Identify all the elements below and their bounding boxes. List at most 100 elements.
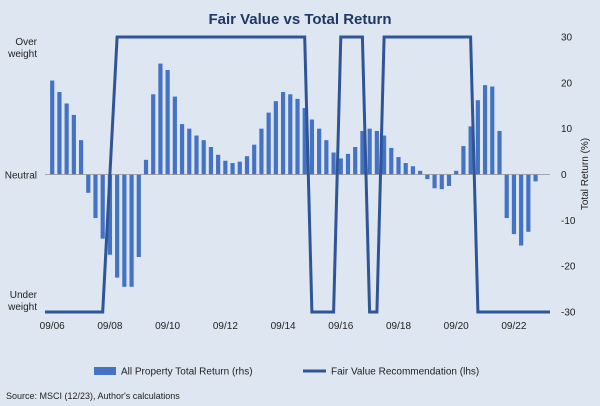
bar xyxy=(266,112,271,175)
right-tick-label: 10 xyxy=(561,124,573,135)
bar xyxy=(504,174,509,219)
bar xyxy=(172,96,177,175)
bar xyxy=(230,163,235,175)
bars-layer xyxy=(50,63,538,287)
bar xyxy=(432,174,437,189)
bar xyxy=(418,170,423,175)
left-axis-label: Neutral xyxy=(5,171,37,182)
bar xyxy=(71,114,76,175)
left-axis-label: Under weight xyxy=(7,290,38,313)
bar xyxy=(129,174,134,287)
bar xyxy=(468,126,473,175)
bar xyxy=(475,100,480,175)
bar xyxy=(317,128,322,175)
bar xyxy=(425,174,430,180)
right-tick-label: -30 xyxy=(561,308,576,319)
x-tick-label: 09/08 xyxy=(97,321,122,332)
bar xyxy=(302,108,307,175)
bar xyxy=(381,135,387,175)
x-tick-label: 09/22 xyxy=(501,321,526,332)
bar xyxy=(374,130,379,175)
bar xyxy=(136,174,141,257)
bar xyxy=(179,124,185,175)
bar xyxy=(115,174,120,278)
bar xyxy=(259,128,264,175)
bar xyxy=(490,86,495,175)
bar xyxy=(331,152,336,175)
bar xyxy=(295,98,300,175)
right-axis-title: Total Return (%) xyxy=(580,138,591,210)
bar xyxy=(454,170,459,175)
x-tick-label: 09/16 xyxy=(328,321,353,332)
bar xyxy=(497,130,502,175)
bar xyxy=(78,140,84,175)
bar xyxy=(57,92,62,175)
bar xyxy=(482,85,488,175)
bar xyxy=(273,101,278,175)
bar xyxy=(446,174,452,186)
bar xyxy=(237,161,242,175)
bar xyxy=(533,174,538,182)
bar xyxy=(324,140,329,175)
bar xyxy=(338,158,343,175)
bar xyxy=(216,154,221,175)
bar xyxy=(244,156,250,175)
bar xyxy=(208,147,214,175)
bar xyxy=(187,128,192,175)
bar xyxy=(461,146,466,175)
legend-swatch-bar xyxy=(94,367,116,375)
bar xyxy=(252,144,257,175)
right-axis-ticks: 30 20 10 0 -10 -20 -30 xyxy=(561,33,576,319)
x-tick-label: 09/20 xyxy=(444,321,469,332)
bar xyxy=(345,153,351,175)
left-axis-labels: Over weight Neutral Under weight xyxy=(5,37,38,313)
x-tick-label: 09/12 xyxy=(213,321,238,332)
bar xyxy=(194,135,199,175)
bar xyxy=(439,174,444,190)
bar xyxy=(280,92,286,175)
right-tick-label: 30 xyxy=(561,33,573,44)
x-tick-label: 09/06 xyxy=(40,321,65,332)
bar xyxy=(389,147,394,175)
left-axis-label: Over weight xyxy=(7,37,38,60)
bar xyxy=(360,130,365,175)
bar xyxy=(309,119,315,175)
x-tick-label: 09/10 xyxy=(155,321,180,332)
bar xyxy=(100,174,105,239)
series-line xyxy=(45,35,550,314)
bar xyxy=(50,80,55,175)
bar xyxy=(122,174,127,287)
source-note: Source: MSCI (12/23), Author's calculati… xyxy=(6,391,180,401)
right-tick-label: 20 xyxy=(561,78,573,89)
bar xyxy=(107,174,113,255)
bar xyxy=(143,159,149,175)
chart-title: Fair Value vs Total Return xyxy=(208,11,391,28)
bar xyxy=(93,174,98,219)
bar xyxy=(519,174,524,246)
right-tick-label: -10 xyxy=(561,216,576,227)
bar xyxy=(201,140,206,175)
legend: All Property Total Return (rhs) Fair Valu… xyxy=(94,367,479,378)
bar xyxy=(511,174,517,235)
bar xyxy=(410,166,416,175)
bar xyxy=(288,94,293,175)
bar xyxy=(158,63,163,175)
line-layer xyxy=(45,35,550,314)
x-axis-ticks: 09/06 09/08 09/10 09/12 09/14 09/16 09/18 09/20… xyxy=(40,321,527,332)
legend-label: Fair Value Recommendation (lhs) xyxy=(331,367,479,378)
bar xyxy=(367,128,372,175)
legend-label: All Property Total Return (rhs) xyxy=(121,367,253,378)
right-tick-label: -20 xyxy=(561,262,576,273)
bar xyxy=(526,174,531,232)
bar xyxy=(86,174,91,193)
bar xyxy=(353,147,358,175)
x-tick-label: 09/18 xyxy=(386,321,411,332)
bar xyxy=(151,94,156,175)
bar xyxy=(403,163,408,175)
right-tick-label: 0 xyxy=(561,170,567,181)
bar xyxy=(64,103,69,175)
bar xyxy=(396,157,401,175)
x-tick-label: 09/14 xyxy=(271,321,296,332)
